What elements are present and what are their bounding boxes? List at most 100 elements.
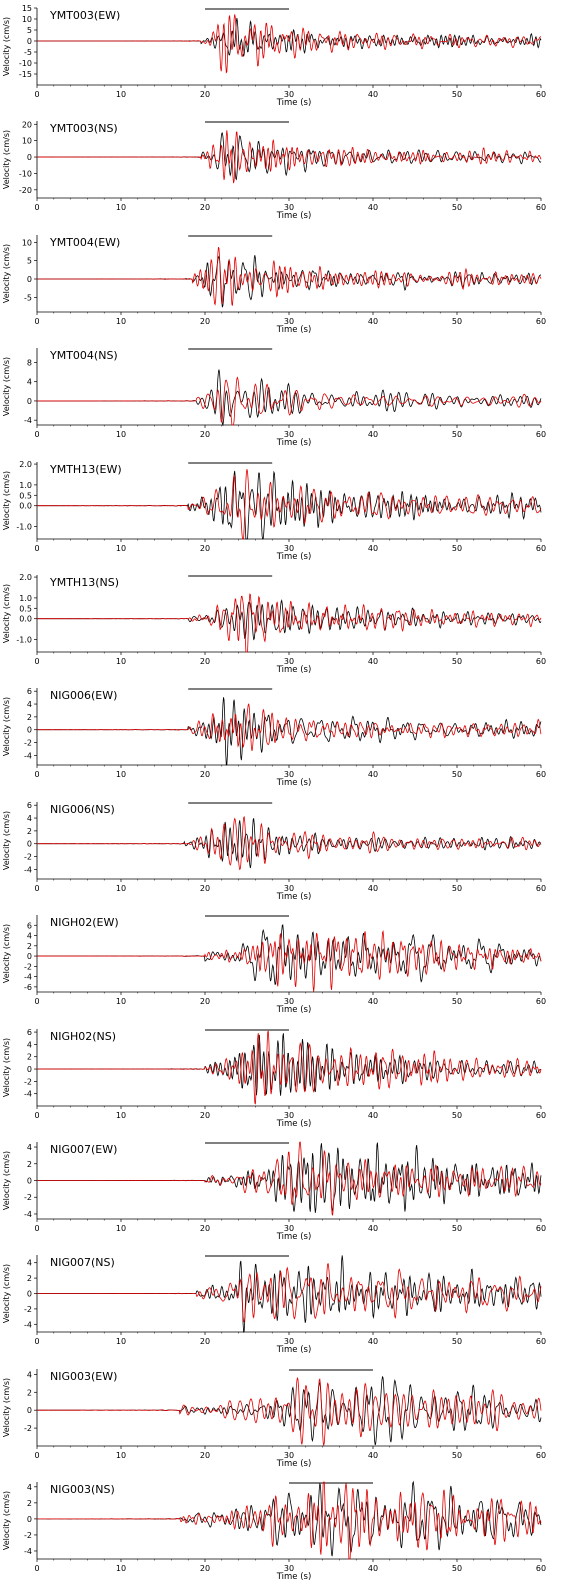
x-tick-label: 20: [200, 1564, 210, 1573]
x-tick-label: 40: [368, 1224, 378, 1233]
y-tick-label: 0.5: [19, 491, 32, 500]
x-tick-label: 40: [368, 544, 378, 553]
station-label: NIG003(EW): [50, 1370, 117, 1383]
x-tick-label: 50: [452, 544, 462, 553]
y-axis-label: Velocity (cm/s): [2, 811, 11, 870]
station-label: YMT003(NS): [49, 122, 118, 135]
y-tick-label: 0: [27, 1290, 32, 1299]
y-tick-label: 4: [27, 814, 32, 823]
observed-trace: [37, 697, 542, 766]
x-tick-label: 10: [116, 203, 126, 212]
x-tick-label: 60: [536, 430, 546, 439]
y-tick-label: 4: [27, 1143, 32, 1152]
x-tick-label: 0: [34, 1451, 39, 1460]
x-tick-label: 20: [200, 884, 210, 893]
x-tick-label: 10: [116, 430, 126, 439]
y-tick-label: 0.0: [19, 501, 32, 510]
x-tick-label: 50: [452, 1564, 462, 1573]
y-tick-label: 1.0: [19, 480, 32, 489]
waveform-panel: 0 10 20 30 40 50 60 20 10 0 -10 -20 Time (s) Velocity…: [2, 121, 546, 222]
synthetic-trace: [37, 1377, 542, 1446]
station-label: YMT004(EW): [49, 236, 120, 249]
synthetic-trace: [37, 1481, 542, 1560]
y-tick-label: 2.0: [19, 573, 32, 582]
x-axis-label: Time (s): [276, 1005, 312, 1015]
x-tick-label: 20: [200, 1337, 210, 1346]
y-tick-label: 0: [27, 153, 32, 162]
synthetic-trace: [36, 468, 542, 539]
y-axis-label: Velocity (cm/s): [2, 1151, 11, 1210]
x-tick-label: 50: [452, 203, 462, 212]
x-tick-label: 0: [34, 997, 39, 1006]
station-label: NIGH02(NS): [50, 1030, 116, 1043]
y-tick-label: -20: [19, 186, 32, 195]
x-tick-label: 40: [368, 1111, 378, 1120]
y-tick-label: -4: [24, 752, 32, 761]
y-tick-label: 6: [27, 801, 32, 810]
station-label: NIG006(NS): [50, 803, 115, 816]
y-tick-label: 0: [27, 397, 32, 406]
y-tick-label: 4: [27, 1259, 32, 1268]
y-axis-label: Velocity (cm/s): [2, 357, 11, 416]
x-axis-label: Time (s): [276, 1232, 312, 1242]
synthetic-trace: [36, 930, 542, 992]
observed-trace: [36, 369, 542, 427]
y-tick-label: 5: [27, 256, 32, 265]
x-tick-label: 10: [116, 1111, 126, 1120]
y-tick-label: -2: [24, 1077, 32, 1086]
x-tick-label: 20: [200, 544, 210, 553]
y-tick-label: 10: [22, 137, 32, 146]
y-tick-label: -4: [24, 1210, 32, 1219]
y-axis-label: Velocity (cm/s): [2, 1037, 11, 1096]
x-tick-label: 10: [116, 997, 126, 1006]
y-tick-label: -5: [24, 293, 32, 302]
synthetic-trace: [37, 376, 542, 426]
y-axis-label: Velocity (cm/s): [2, 470, 11, 529]
synthetic-trace: [37, 1263, 542, 1324]
station-label: NIG007(EW): [50, 1143, 117, 1156]
y-tick-label: 0: [27, 726, 32, 735]
x-tick-label: 30: [284, 317, 294, 326]
x-tick-label: 50: [452, 770, 462, 779]
y-tick-label: -2: [24, 1193, 32, 1202]
station-label: NIGH02(EW): [50, 916, 119, 929]
y-tick-label: 0: [27, 275, 32, 284]
x-tick-label: 50: [452, 430, 462, 439]
y-axis-label: Velocity (cm/s): [2, 697, 11, 756]
y-tick-label: 2: [27, 1274, 32, 1283]
y-tick-label: -1.0: [16, 522, 32, 531]
y-tick-label: -4: [24, 1321, 32, 1330]
x-tick-label: 50: [452, 1111, 462, 1120]
y-tick-label: -2: [24, 739, 32, 748]
x-tick-label: 10: [116, 770, 126, 779]
x-axis-label: Time (s): [276, 325, 312, 335]
x-tick-label: 20: [200, 317, 210, 326]
x-tick-label: 60: [536, 884, 546, 893]
y-tick-label: 2: [27, 1052, 32, 1061]
x-axis-label: Time (s): [276, 1345, 312, 1355]
x-tick-label: 10: [116, 544, 126, 553]
x-tick-label: 50: [452, 884, 462, 893]
x-axis-label: Time (s): [276, 211, 312, 221]
observed-trace: [37, 132, 542, 181]
y-tick-label: 8: [27, 359, 32, 368]
x-tick-label: 10: [116, 1451, 126, 1460]
y-tick-label: 4: [27, 700, 32, 709]
y-tick-label: 0: [27, 1065, 32, 1074]
x-tick-label: 20: [200, 430, 210, 439]
x-axis-label: Time (s): [276, 438, 312, 448]
x-tick-label: 0: [34, 1337, 39, 1346]
x-tick-label: 40: [368, 1337, 378, 1346]
y-axis-label: Velocity (cm/s): [2, 1264, 11, 1323]
y-tick-label: -2: [24, 852, 32, 861]
x-tick-label: 10: [116, 1224, 126, 1233]
